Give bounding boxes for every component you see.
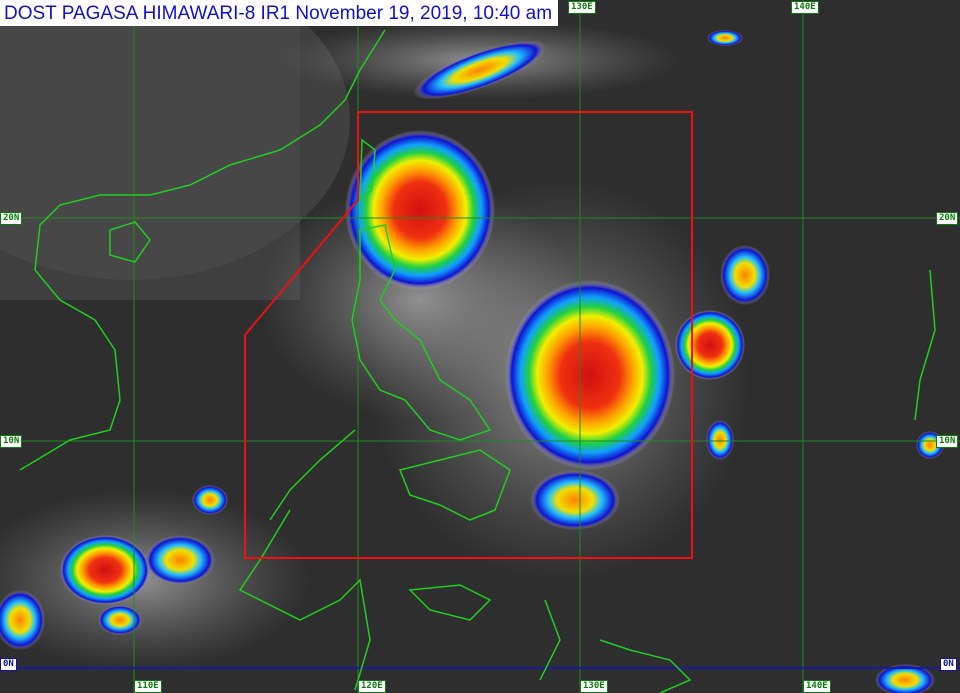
lat-label-left-0n: 0N [0, 658, 17, 671]
area-of-responsibility-boundary [244, 111, 693, 559]
lon-label-140e: 140E [803, 680, 831, 693]
lon-label-110e: 110E [134, 680, 162, 693]
lon-label-top-130e: 130E [568, 1, 596, 14]
lon-label-top-140e: 140E [791, 1, 819, 14]
lat-label-left-10n: 10N [0, 435, 23, 448]
lat-label-right-0n: 0N [940, 658, 957, 671]
lat-label-left-20n: 20N [0, 212, 23, 225]
storm-cloud-north [345, 130, 495, 290]
coastlines [19, 29, 936, 693]
lat-label-right-20n: 20N [936, 212, 959, 225]
lat-label-right-10n: 10N [936, 435, 959, 448]
lon-label-120e: 120E [358, 680, 386, 693]
storm-cloud-east [505, 280, 675, 470]
lon-label-130e: 130E [580, 680, 608, 693]
image-title: DOST PAGASA HIMAWARI-8 IR1 November 19, … [0, 0, 559, 26]
